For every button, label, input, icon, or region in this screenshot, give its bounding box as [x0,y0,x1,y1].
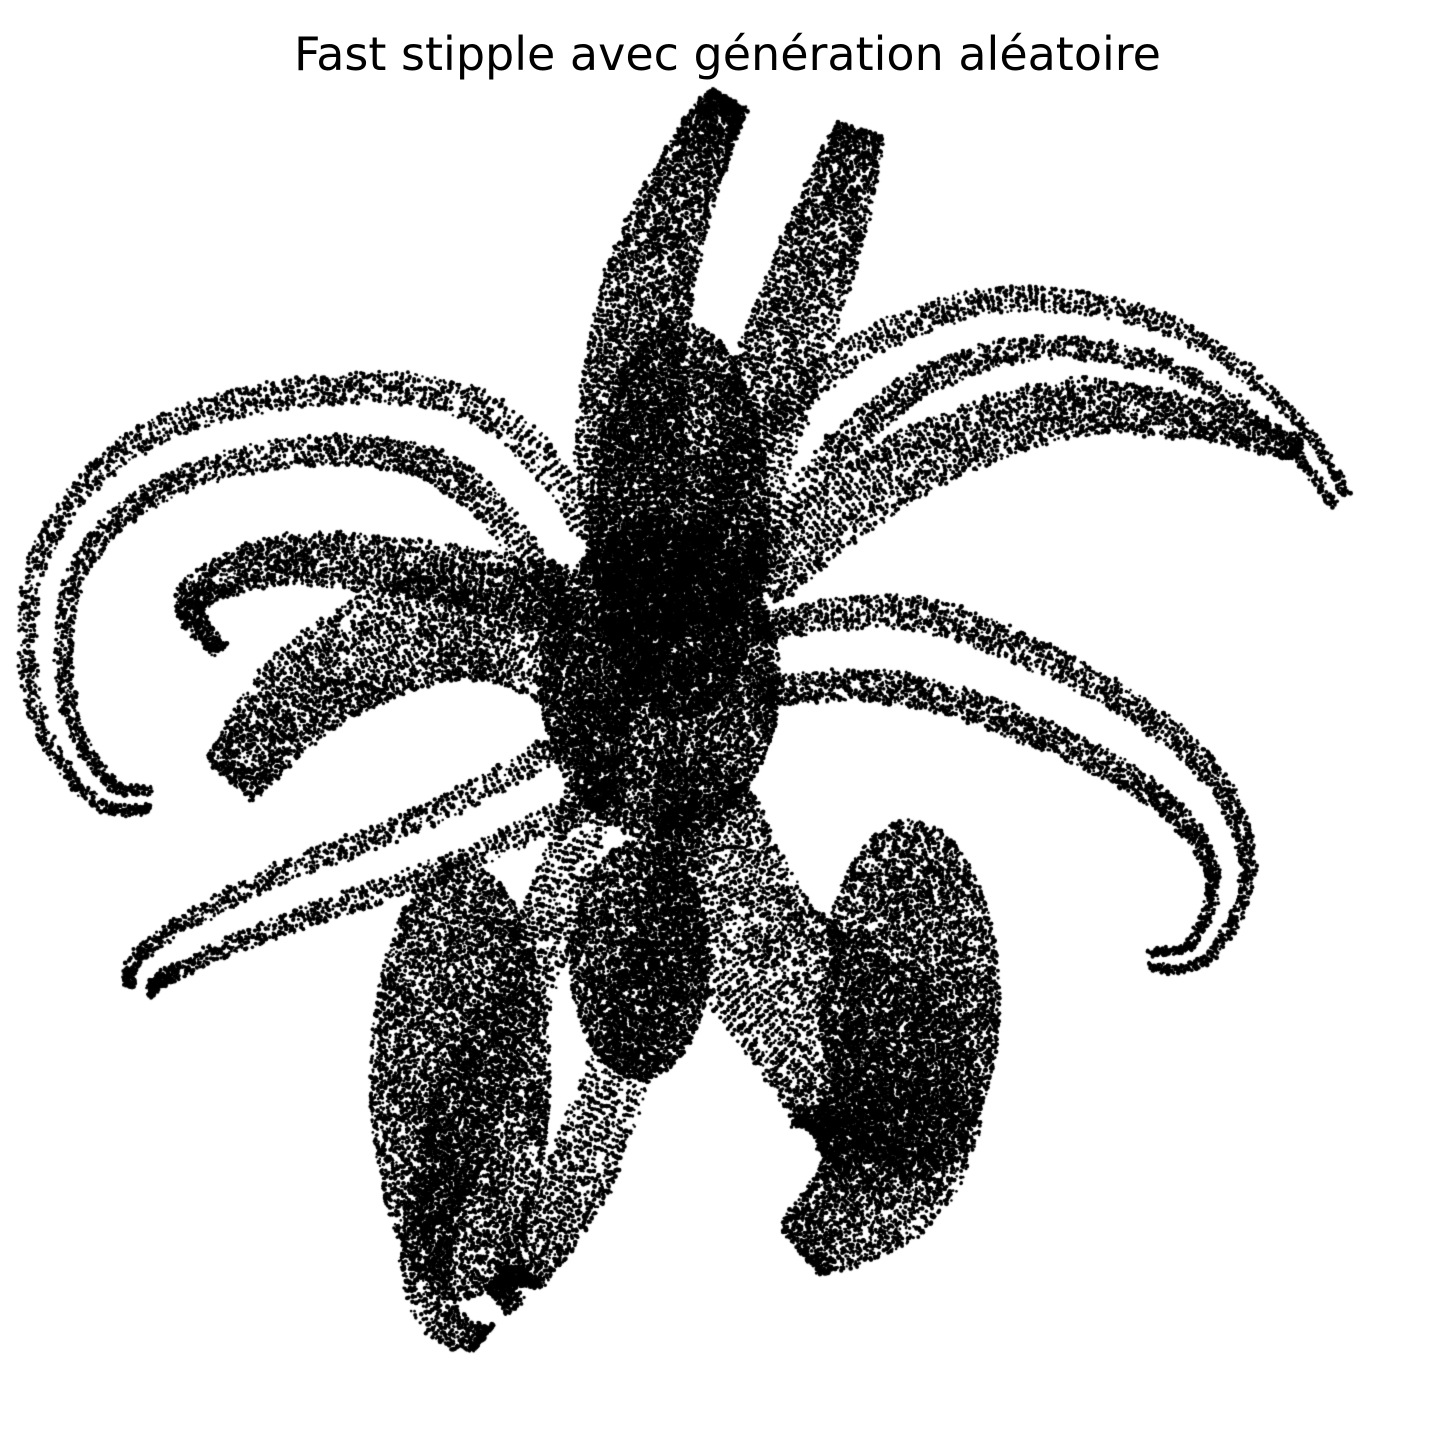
figure-title: Fast stipple avec génération aléatoire [294,27,1161,81]
